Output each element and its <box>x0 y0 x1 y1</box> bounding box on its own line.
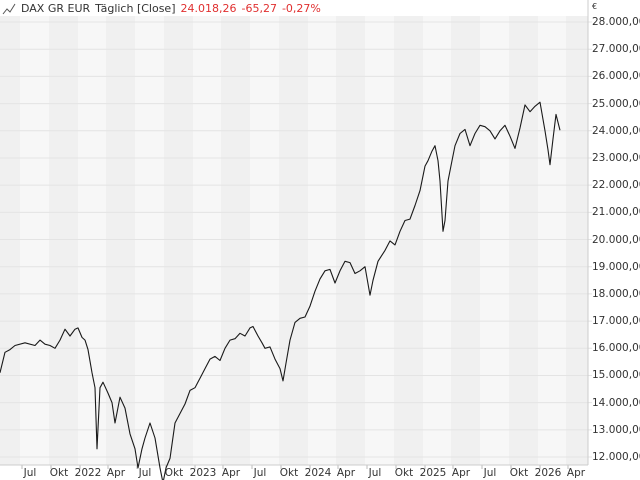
x-tick-label: 2026 <box>534 467 562 479</box>
y-tick-label: 25.000,00 <box>592 97 640 110</box>
x-tick-label: Jul <box>253 467 267 479</box>
chart-header: DAX GR EUR Täglich [Close] 24.018,26 -65… <box>2 1 321 16</box>
x-tick-label: Apr <box>451 467 471 479</box>
period-bands <box>0 16 588 465</box>
y-tick-label: 26.000,00 <box>592 70 640 83</box>
x-tick-label: 2024 <box>304 467 332 479</box>
x-tick-label: Jul <box>23 467 37 479</box>
x-tick-label: 2023 <box>189 467 217 479</box>
y-tick-label: 20.000,00 <box>592 233 640 246</box>
x-tick-label: Okt <box>164 467 184 479</box>
y-tick-label: 13.000,00 <box>592 423 640 436</box>
x-tick-label: Apr <box>106 467 126 479</box>
y-tick-label: 21.000,00 <box>592 206 640 219</box>
y-tick-label: 27.000,00 <box>592 43 640 56</box>
x-tick-label: Apr <box>566 467 586 479</box>
y-tick-label: 24.000,00 <box>592 124 640 137</box>
currency-symbol: € <box>592 2 598 11</box>
x-tick-label: Okt <box>394 467 414 479</box>
price-line <box>0 101 561 480</box>
x-tick-label: Okt <box>49 467 69 479</box>
y-tick-label: 22.000,00 <box>592 179 640 192</box>
y-tick-label: 28.000,00 <box>592 16 640 28</box>
change-pct: -0,27% <box>281 2 321 15</box>
x-tick-label: Apr <box>221 467 241 479</box>
last-price: 24.018,26 <box>180 2 237 15</box>
x-tick-label: Jul <box>138 467 152 479</box>
line-chart-icon <box>2 3 16 14</box>
x-tick-label: 2022 <box>74 467 102 479</box>
change-abs: -65,27 <box>241 2 277 15</box>
x-tick-label: Jul <box>483 467 497 479</box>
interval-label: Täglich [Close] <box>95 2 176 15</box>
y-tick-label: 12.000,00 <box>592 451 640 463</box>
x-tick-label: Apr <box>336 467 356 479</box>
y-tick-label: 23.000,00 <box>592 151 640 164</box>
y-tick-label: 14.000,00 <box>592 396 640 409</box>
y-tick-label: 15.000,00 <box>592 369 640 382</box>
x-tick-label: Okt <box>509 467 529 479</box>
y-tick-label: 18.000,00 <box>592 287 640 300</box>
y-tick-label: 19.000,00 <box>592 260 640 273</box>
y-tick-label: 17.000,00 <box>592 315 640 328</box>
x-tick-label: Jul <box>368 467 382 479</box>
x-tick-label: Okt <box>279 467 299 479</box>
y-tick-label: 16.000,00 <box>592 342 640 355</box>
instrument-name: DAX GR EUR <box>21 2 91 15</box>
x-tick-label: 2025 <box>419 467 447 479</box>
